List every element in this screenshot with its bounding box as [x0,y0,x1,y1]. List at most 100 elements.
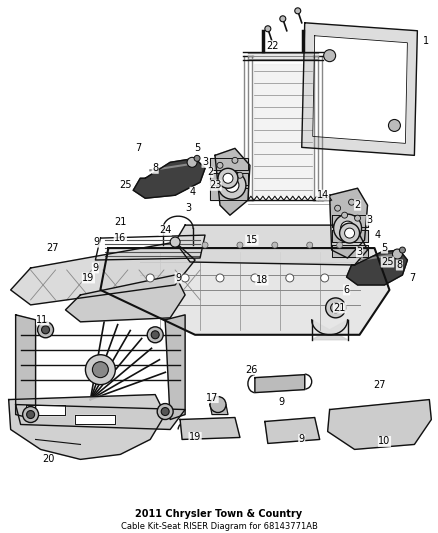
Circle shape [331,303,341,313]
Text: 20: 20 [42,455,55,464]
Circle shape [251,274,259,282]
Text: 3: 3 [367,215,373,225]
Polygon shape [332,230,367,242]
Polygon shape [75,415,115,424]
Text: 9: 9 [279,397,285,407]
Text: 27: 27 [373,379,386,390]
Text: 2: 2 [354,200,360,210]
Text: 2011 Chrysler Town & Country: 2011 Chrysler Town & Country [135,509,303,519]
Text: 14: 14 [317,190,329,200]
Text: 3: 3 [185,203,191,213]
Circle shape [345,228,355,238]
Circle shape [355,215,360,221]
Circle shape [321,274,328,282]
Circle shape [341,221,355,235]
Polygon shape [332,245,367,257]
Text: 9: 9 [92,263,99,273]
Text: 9: 9 [93,237,99,247]
Circle shape [237,172,243,178]
Text: 3: 3 [202,157,208,167]
Circle shape [232,157,238,163]
Circle shape [23,407,39,423]
Circle shape [157,403,173,419]
Circle shape [161,408,169,416]
Circle shape [225,178,239,192]
Text: 6: 6 [343,285,350,295]
Circle shape [326,298,346,318]
Circle shape [334,214,361,242]
Polygon shape [9,394,165,459]
Text: 2: 2 [207,167,213,177]
Text: 23: 23 [209,180,221,190]
Circle shape [392,249,403,259]
Polygon shape [16,315,35,419]
Circle shape [92,362,108,378]
Polygon shape [346,250,407,285]
Circle shape [210,397,226,413]
Circle shape [216,274,224,282]
Text: 7: 7 [409,273,416,283]
Polygon shape [330,188,367,258]
Text: Cable Kit-Seat RISER Diagram for 68143771AB: Cable Kit-Seat RISER Diagram for 6814377… [120,522,318,531]
Circle shape [85,355,115,385]
Text: 5: 5 [381,243,388,253]
Circle shape [38,322,53,338]
Circle shape [272,242,278,248]
Polygon shape [175,225,367,265]
Text: 25: 25 [119,180,131,190]
Circle shape [225,169,231,175]
Circle shape [349,199,355,205]
Polygon shape [16,405,185,430]
Polygon shape [25,405,66,415]
Polygon shape [265,417,320,443]
Text: 3: 3 [357,247,363,257]
Polygon shape [133,158,205,198]
Text: 15: 15 [246,235,258,245]
Polygon shape [254,63,312,195]
Circle shape [151,331,159,339]
Polygon shape [328,400,431,449]
Circle shape [237,242,243,248]
Circle shape [218,168,238,188]
Text: 19: 19 [82,273,95,283]
Polygon shape [165,315,185,419]
Text: 10: 10 [378,437,391,447]
Circle shape [27,410,35,418]
Polygon shape [210,173,248,185]
Circle shape [194,155,200,161]
Circle shape [399,247,406,253]
Circle shape [307,242,313,248]
Polygon shape [215,148,250,215]
Circle shape [217,163,223,168]
Polygon shape [66,275,185,322]
Text: 26: 26 [246,365,258,375]
Text: 8: 8 [152,163,158,173]
Circle shape [324,50,336,62]
Text: 17: 17 [206,393,218,402]
Text: 25: 25 [381,257,394,267]
Text: 4: 4 [190,187,196,197]
Circle shape [335,205,341,211]
Text: 9: 9 [299,434,305,445]
Polygon shape [313,36,407,143]
Text: 8: 8 [396,260,403,270]
Circle shape [42,326,49,334]
Text: 7: 7 [135,143,141,154]
Text: 18: 18 [256,275,268,285]
Circle shape [280,16,286,22]
Circle shape [146,274,154,282]
Circle shape [265,26,271,32]
Circle shape [295,8,301,14]
Polygon shape [332,215,367,227]
Circle shape [147,327,163,343]
Text: 27: 27 [46,243,59,253]
Circle shape [286,274,294,282]
Text: 11: 11 [36,315,49,325]
Polygon shape [180,417,240,439]
Text: 19: 19 [189,432,201,442]
Text: 5: 5 [194,143,200,154]
Text: 4: 4 [374,230,381,240]
Polygon shape [210,158,248,171]
Circle shape [389,119,400,132]
Text: 16: 16 [114,233,127,243]
